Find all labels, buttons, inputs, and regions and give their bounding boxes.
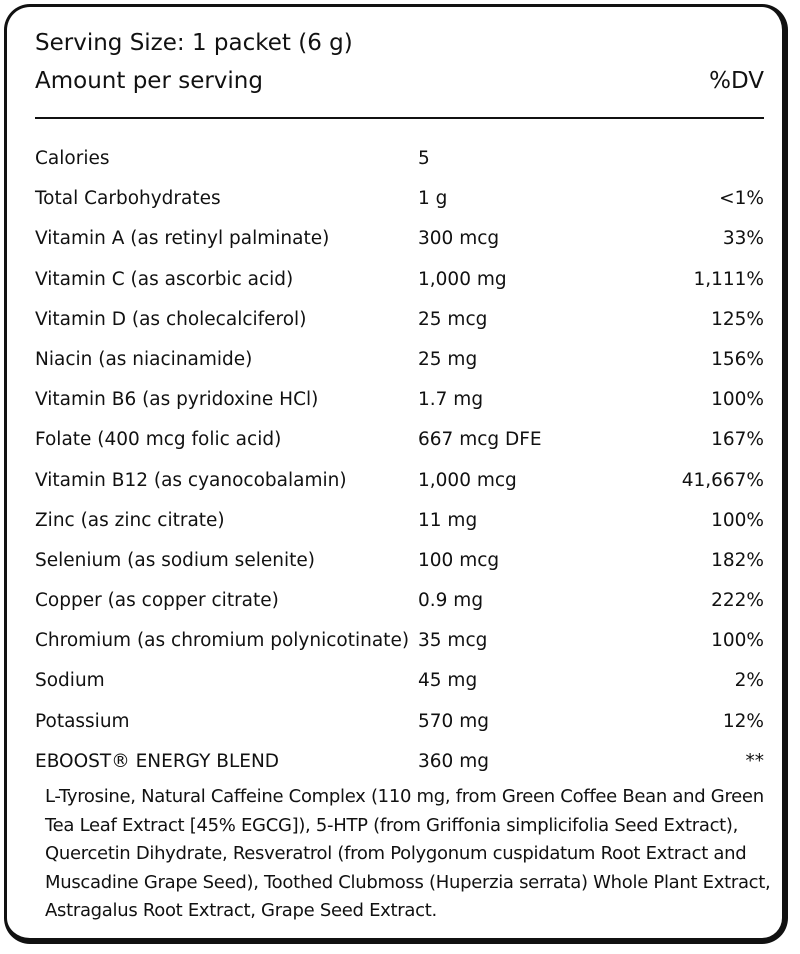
serving-size: Serving Size: 1 packet (6 g) — [35, 30, 353, 56]
nutrient-table: Calories 5 Total Carbohydrates 1 g <1% V… — [35, 145, 764, 788]
table-row: Selenium (as sodium selenite) 100 mcg 18… — [35, 547, 764, 587]
nutrient-name: Calories — [35, 148, 110, 169]
nutrient-dv: 33% — [722, 228, 764, 250]
nutrient-dv: ** — [745, 750, 765, 772]
dv-header: %DV — [709, 68, 764, 94]
nutrient-amount: 25 mcg — [418, 308, 488, 330]
nutrient-dv: 125% — [711, 308, 764, 330]
nutrient-dv: 41,667% — [681, 469, 764, 491]
nutrient-amount: 1,000 mg — [418, 268, 507, 290]
table-row: Calories 5 — [35, 145, 764, 185]
nutrient-amount: 11 mg — [418, 509, 478, 531]
nutrient-dv: 12% — [722, 710, 764, 732]
nutrient-amount: 25 mg — [418, 348, 478, 370]
nutrient-amount: 45 mg — [418, 670, 478, 692]
table-row: Total Carbohydrates 1 g <1% — [35, 185, 764, 225]
table-row: Vitamin A (as retinyl palminate) 300 mcg… — [35, 225, 764, 265]
table-row: Folate (400 mcg folic acid) 667 mcg DFE … — [35, 426, 764, 466]
nutrient-dv: 156% — [711, 348, 764, 370]
nutrient-name: Vitamin A (as retinyl palminate) — [35, 228, 330, 250]
nutrient-name: Copper (as copper citrate) — [35, 590, 279, 612]
nutrient-dv: <1% — [719, 188, 764, 210]
table-row: Copper (as copper citrate) 0.9 mg 222% — [35, 587, 764, 627]
table-row: EBOOST® ENERGY BLEND 360 mg ** — [35, 748, 764, 788]
table-row: Vitamin B12 (as cyanocobalamin) 1,000 mc… — [35, 467, 764, 507]
nutrient-amount: 1.7 mg — [418, 389, 484, 411]
amount-per-serving: Amount per serving — [35, 68, 263, 94]
nutrient-amount: 360 mg — [418, 750, 489, 772]
nutrient-dv: 182% — [711, 549, 764, 571]
nutrient-amount: 1 g — [418, 188, 448, 210]
nutrient-name: Vitamin D (as cholecalciferol) — [35, 308, 307, 330]
nutrient-dv: 167% — [711, 429, 764, 451]
nutrient-name: Sodium — [35, 670, 105, 692]
nutrient-dv: 100% — [711, 509, 764, 531]
nutrient-name: Folate (400 mcg folic acid) — [35, 429, 282, 451]
nutrient-dv: 100% — [711, 630, 764, 652]
nutrient-dv: 100% — [711, 389, 764, 411]
table-row: Vitamin B6 (as pyridoxine HCl) 1.7 mg 10… — [35, 386, 764, 426]
nutrient-amount: 0.9 mg — [418, 590, 484, 612]
nutrient-name: EBOOST® ENERGY BLEND — [35, 750, 280, 772]
nutrient-name: Vitamin B6 (as pyridoxine HCl) — [35, 389, 319, 411]
nutrition-panel — [4, 4, 788, 944]
table-row: Sodium 45 mg 2% — [35, 667, 764, 707]
nutrient-dv: 2% — [734, 670, 764, 692]
nutrient-amount: 35 mcg — [418, 630, 488, 652]
nutrient-dv: 222% — [711, 590, 764, 612]
nutrient-name: Zinc (as zinc citrate) — [35, 509, 225, 531]
table-row: Niacin (as niacinamide) 25 mg 156% — [35, 346, 764, 386]
nutrient-name: Selenium (as sodium selenite) — [35, 549, 315, 571]
nutrient-dv: 1,111% — [693, 268, 764, 290]
nutrient-amount: 300 mcg — [418, 228, 500, 250]
nutrient-name: Vitamin C (as ascorbic acid) — [35, 268, 294, 290]
table-row: Vitamin C (as ascorbic acid) 1,000 mg 1,… — [35, 266, 764, 306]
nutrient-amount: 5 — [418, 148, 430, 169]
nutrient-amount: 100 mcg — [418, 549, 500, 571]
table-row: Potassium 570 mg 12% — [35, 708, 764, 748]
table-row: Zinc (as zinc citrate) 11 mg 100% — [35, 507, 764, 547]
nutrient-name: Niacin (as niacinamide) — [35, 348, 253, 370]
nutrient-name: Chromium (as chromium polynicotinate) — [35, 630, 410, 652]
nutrient-amount: 570 mg — [418, 710, 489, 732]
table-row: Vitamin D (as cholecalciferol) 25 mcg 12… — [35, 306, 764, 346]
table-row: Chromium (as chromium polynicotinate) 35… — [35, 627, 764, 667]
nutrient-amount: 1,000 mcg — [418, 469, 517, 491]
blend-ingredients: L-Tyrosine, Natural Caffeine Complex (11… — [45, 786, 771, 922]
header-divider — [35, 117, 764, 119]
nutrient-name: Total Carbohydrates — [35, 188, 221, 210]
nutrient-name: Vitamin B12 (as cyanocobalamin) — [35, 469, 347, 491]
nutrient-amount: 667 mcg DFE — [418, 429, 542, 451]
nutrient-name: Potassium — [35, 710, 130, 732]
